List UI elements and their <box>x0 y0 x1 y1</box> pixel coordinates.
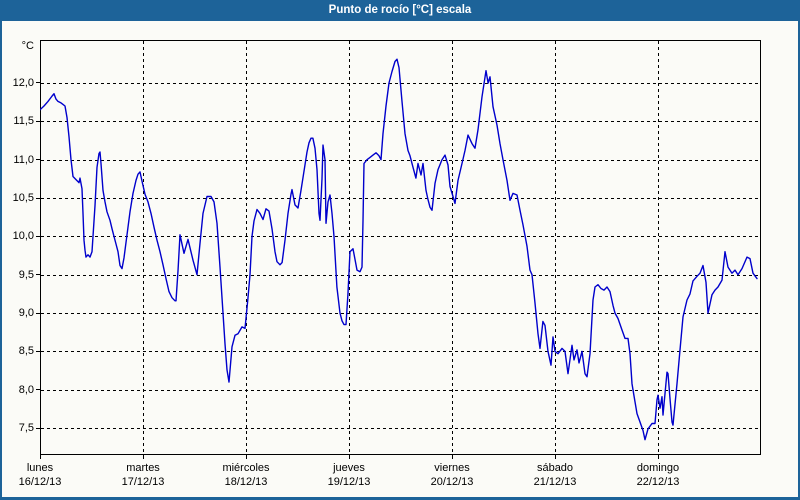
x-day-date: 16/12/13 <box>18 476 62 488</box>
x-day-name: miércoles <box>222 462 270 474</box>
dew-point-chart <box>40 40 761 455</box>
x-day-label: miércoles 18/12/13 <box>201 461 291 489</box>
y-tick-label: 9,0 <box>18 307 34 319</box>
chart-title: Punto de rocío [°C] escala <box>328 4 472 16</box>
y-tick-mark <box>36 428 40 429</box>
x-tick-mark <box>40 455 41 459</box>
y-tick-label: 8,5 <box>18 345 34 357</box>
x-day-date: 21/12/13 <box>533 476 577 488</box>
y-tick-mark <box>36 236 40 237</box>
x-day-date: 22/12/13 <box>636 476 680 488</box>
y-tick-label: 10,5 <box>12 192 34 204</box>
y-tick-mark <box>36 351 40 352</box>
x-day-label: domingo 22/12/13 <box>613 461 703 489</box>
x-tick-mark <box>555 455 556 459</box>
y-tick-label: 11,0 <box>13 154 34 166</box>
y-tick-label: 8,0 <box>18 384 34 396</box>
y-tick-label: 10,0 <box>12 230 34 242</box>
y-tick-mark <box>36 121 40 122</box>
dew-point-line <box>40 58 758 441</box>
y-tick-label: 7,5 <box>18 422 34 434</box>
x-tick-mark <box>246 455 247 459</box>
y-tick-mark <box>36 198 40 199</box>
y-tick-mark <box>36 389 40 390</box>
y-tick-mark <box>36 313 40 314</box>
x-day-name: sábado <box>536 462 574 474</box>
y-tick-mark <box>36 82 40 83</box>
x-day-name: domingo <box>636 462 680 474</box>
x-day-date: 18/12/13 <box>224 476 268 488</box>
x-day-date: 19/12/13 <box>327 476 371 488</box>
x-day-label: sábado 21/12/13 <box>510 461 600 489</box>
x-day-date: 20/12/13 <box>430 476 474 488</box>
x-day-name: lunes <box>26 462 54 474</box>
x-day-label: viernes 20/12/13 <box>407 461 497 489</box>
x-day-name: martes <box>126 462 160 474</box>
y-tick-label: 12,0 <box>12 77 34 89</box>
x-tick-mark <box>349 455 350 459</box>
x-day-date: 17/12/13 <box>121 476 165 488</box>
x-tick-mark <box>143 455 144 459</box>
x-tick-mark <box>658 455 659 459</box>
x-day-label: martes 17/12/13 <box>98 461 188 489</box>
title-bar: Punto de rocío [°C] escala <box>0 0 800 21</box>
y-tick-mark <box>36 159 40 160</box>
x-day-name: jueves <box>333 462 365 474</box>
y-axis-unit-label: °C <box>21 40 34 52</box>
plot-frame <box>40 40 761 455</box>
x-day-label: jueves 19/12/13 <box>304 461 394 489</box>
x-tick-mark <box>452 455 453 459</box>
plot-area <box>40 40 761 455</box>
y-tick-mark <box>36 274 40 275</box>
x-day-label: lunes 16/12/13 <box>0 461 85 489</box>
y-tick-label: 9,5 <box>18 269 34 281</box>
x-day-name: viernes <box>434 462 470 474</box>
y-tick-label: 11,5 <box>13 115 34 127</box>
